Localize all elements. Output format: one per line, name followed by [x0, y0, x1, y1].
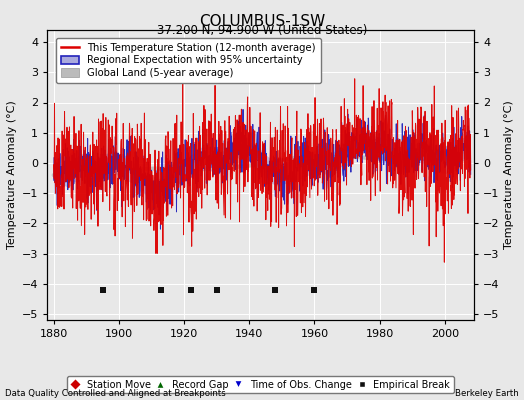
Y-axis label: Temperature Anomaly (°C): Temperature Anomaly (°C): [504, 101, 514, 249]
Text: Data Quality Controlled and Aligned at Breakpoints: Data Quality Controlled and Aligned at B…: [5, 389, 226, 398]
Legend: Station Move, Record Gap, Time of Obs. Change, Empirical Break: Station Move, Record Gap, Time of Obs. C…: [67, 376, 454, 394]
Text: 37.200 N, 94.900 W (United States): 37.200 N, 94.900 W (United States): [157, 24, 367, 37]
Y-axis label: Temperature Anomaly (°C): Temperature Anomaly (°C): [7, 101, 17, 249]
Text: Berkeley Earth: Berkeley Earth: [455, 389, 519, 398]
Text: COLUMBUS-1SW: COLUMBUS-1SW: [199, 14, 325, 29]
